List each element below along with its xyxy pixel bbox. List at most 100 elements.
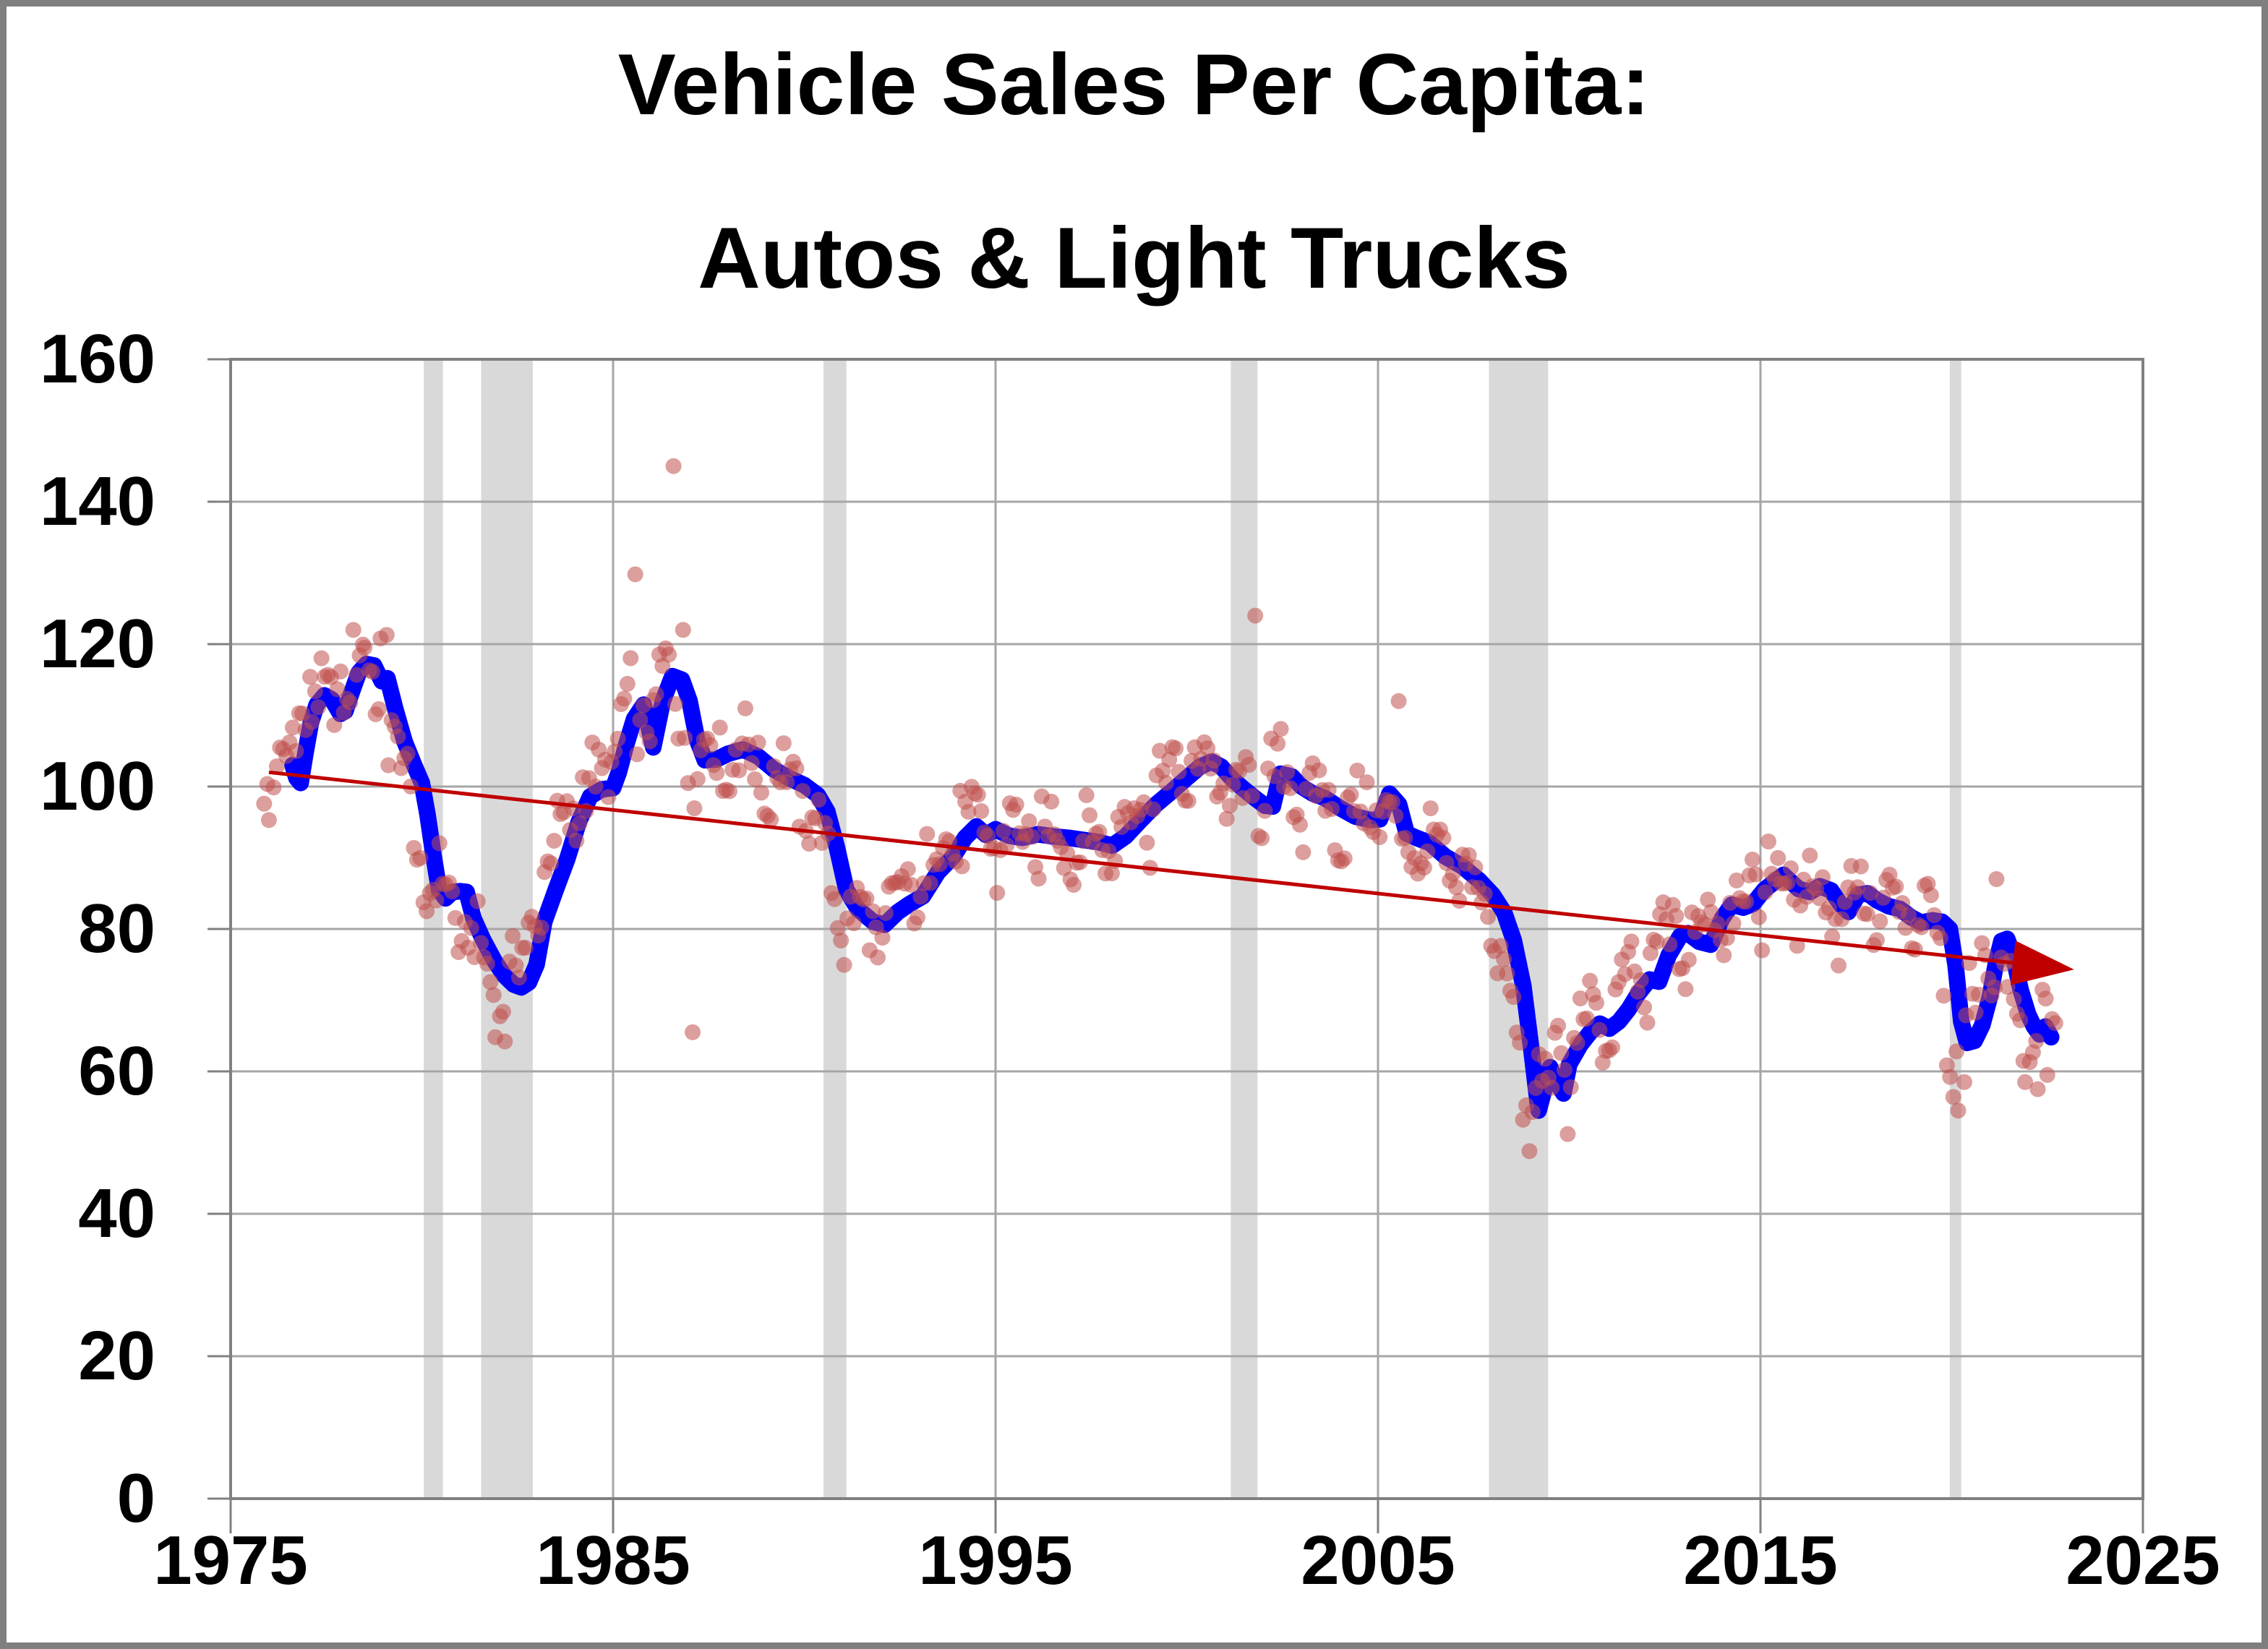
monthly-data-point [1604,1039,1621,1055]
monthly-data-point [1588,995,1604,1011]
monthly-data-point [702,737,719,753]
monthly-data-point [1632,972,1649,988]
page-title-line2: Autos & Light Trucks [698,210,1570,307]
monthly-data-point [543,855,560,872]
monthly-data-point [1770,849,1786,866]
monthly-data-point [1868,932,1885,948]
monthly-data-point [677,729,693,746]
monthly-data-point [1139,834,1155,851]
monthly-data-point [1833,911,1850,928]
monthly-data-point [833,932,850,948]
monthly-data-point [1974,935,1990,951]
monthly-data-point [1496,951,1512,967]
monthly-data-point [1422,800,1439,817]
monthly-data-point [973,802,990,819]
monthly-data-point [505,928,521,944]
monthly-data-point [810,792,827,808]
monthly-data-point [1988,871,2005,888]
monthly-data-point [1358,774,1375,791]
monthly-data-point [1266,768,1283,784]
monthly-data-point [1291,816,1308,833]
monthly-data-point [1476,886,1493,902]
monthly-data-point [661,646,677,663]
monthly-data-point [1460,847,1477,863]
y-tick-label: 80 [78,890,155,967]
monthly-data-point [302,669,319,685]
monthly-data-point [1881,866,1898,883]
monthly-data-point [571,815,588,831]
monthly-data-point [970,787,986,803]
monthly-data-point [954,858,970,875]
monthly-data-point [1582,972,1599,989]
monthly-data-point [497,1033,513,1050]
monthly-data-point [1387,808,1404,824]
monthly-data-point [826,891,843,907]
monthly-data-point [1199,740,1216,757]
monthly-data-point [2017,1074,2034,1090]
monthly-data-point [1480,909,1497,925]
monthly-data-point [1082,807,1098,823]
monthly-data-point [1419,843,1436,860]
monthly-data-point [1852,858,1869,875]
monthly-data-point [1738,894,1755,910]
monthly-data-point [1343,787,1359,803]
monthly-data-point [1336,850,1353,867]
monthly-data-point [1814,869,1831,886]
monthly-data-point [877,905,894,922]
monthly-data-point [1802,847,1818,864]
monthly-data-point [1512,1035,1528,1051]
monthly-data-point [1569,1035,1586,1051]
monthly-data-point [1559,1126,1576,1142]
monthly-data-point [686,800,703,817]
monthly-data-point [1145,801,1162,818]
monthly-data-point [845,915,862,932]
monthly-data-point [1320,781,1337,798]
monthly-data-point [479,956,495,972]
monthly-data-point [1492,938,1509,954]
monthly-data-point [1157,774,1174,791]
monthly-data-point [996,823,1012,839]
monthly-data-point [1648,933,1665,950]
monthly-data-point [2012,1012,2029,1029]
monthly-data-point [412,849,429,866]
monthly-data-point [909,909,925,926]
monthly-data-point [2006,991,2022,1008]
monthly-data-point [2029,1081,2046,1097]
monthly-data-point [1499,965,1515,982]
monthly-data-point [1935,988,1952,1004]
monthly-data-point [711,719,728,736]
monthly-data-point [310,699,327,716]
monthly-data-point [874,930,891,946]
monthly-data-point [1700,891,1716,908]
monthly-data-point [629,746,646,763]
monthly-data-point [1811,890,1828,907]
monthly-data-point [370,701,387,717]
monthly-data-point [766,758,782,774]
monthly-data-point [1862,885,1879,901]
monthly-data-point [641,733,658,750]
monthly-data-point [1435,829,1452,846]
monthly-data-point [1859,906,1875,922]
monthly-data-point [380,757,397,774]
monthly-data-point [1372,828,1388,845]
y-tick-label: 40 [78,1175,155,1252]
monthly-data-point [378,627,395,643]
monthly-data-point [1760,834,1777,850]
monthly-data-point [685,1024,701,1040]
monthly-data-point [750,734,766,751]
monthly-data-point [2028,1032,2045,1049]
y-tick-label: 160 [39,320,155,398]
monthly-data-point [903,876,920,893]
monthly-data-point [1623,933,1640,950]
x-tick-label: 2005 [1301,1522,1455,1599]
monthly-data-point [260,812,277,828]
monthly-data-point [1171,763,1187,780]
monthly-data-point [960,803,977,820]
monthly-data-point [1970,986,1987,1003]
monthly-data-point [1945,1089,1961,1105]
monthly-data-point [1168,740,1184,757]
monthly-data-point [1779,874,1796,891]
monthly-data-point [2037,990,2054,1007]
monthly-data-point [1282,780,1298,797]
